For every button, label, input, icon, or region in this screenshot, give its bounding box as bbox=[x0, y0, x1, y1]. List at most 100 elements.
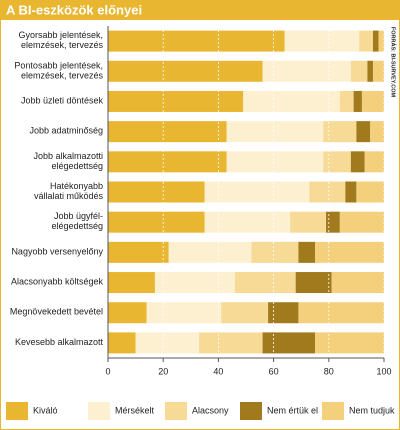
x-tick-label: 0 bbox=[105, 366, 110, 376]
bar-segment bbox=[295, 272, 332, 294]
y-tick-label: Jobb alkalmazotti elégedettség bbox=[33, 151, 103, 171]
bar-segment bbox=[108, 151, 227, 173]
bar-segment bbox=[315, 332, 384, 354]
label-line: Alacsonyabb költségek bbox=[11, 277, 104, 287]
y-tick-label: Kevesebb alkalmazott bbox=[15, 337, 104, 347]
bar-segment bbox=[350, 151, 365, 173]
x-tick-label: 100 bbox=[376, 366, 391, 376]
legend-swatch bbox=[6, 402, 28, 420]
label-line: Pontosabb jelentések, bbox=[14, 61, 103, 71]
label-line: Jobb alkalmazotti bbox=[33, 151, 103, 161]
bar-segment bbox=[378, 30, 384, 52]
legend-swatch bbox=[88, 402, 110, 420]
bar-segment bbox=[309, 181, 346, 203]
bar-segment bbox=[251, 241, 299, 263]
bar-segment bbox=[221, 302, 269, 324]
legend-swatch bbox=[240, 402, 262, 420]
bar-segment bbox=[262, 332, 315, 354]
y-tick-label: Hatékonyabb vállalati működés bbox=[34, 181, 104, 201]
legend-label: Kiváló bbox=[33, 405, 58, 415]
bar-segment bbox=[199, 332, 263, 354]
bar-segment bbox=[204, 211, 291, 233]
bar-segment bbox=[359, 30, 373, 52]
bar-segment bbox=[135, 332, 200, 354]
bar-segment bbox=[108, 332, 136, 354]
bar-segment bbox=[243, 90, 340, 112]
y-tick-label: Alacsonyabb költségek bbox=[11, 277, 104, 287]
bar-segment bbox=[168, 241, 252, 263]
label-line: elemzések, tervezés bbox=[21, 40, 104, 50]
bar-segment bbox=[146, 302, 222, 324]
label-line: elemzések, tervezés bbox=[21, 71, 104, 81]
bar-segment bbox=[108, 241, 169, 263]
x-tick-label: 60 bbox=[269, 366, 279, 376]
bar-segment bbox=[339, 211, 384, 233]
label-line: elégedettség bbox=[51, 222, 103, 232]
bar-segment bbox=[108, 181, 205, 203]
bar-segment bbox=[108, 60, 263, 82]
y-tick-label: Nagyobb versenyelőny bbox=[11, 247, 103, 257]
bar-segment bbox=[315, 241, 384, 263]
y-tick-label: Jobb adatminőség bbox=[29, 126, 103, 136]
bar-segment bbox=[290, 211, 327, 233]
bar-segment bbox=[345, 181, 357, 203]
legend-label: Nem értük el bbox=[267, 405, 318, 415]
bar-segment bbox=[331, 272, 384, 294]
bar-segment bbox=[298, 241, 315, 263]
bar-segment bbox=[154, 272, 235, 294]
label-line: Jobb ügyfél- bbox=[54, 212, 103, 222]
bar-segment bbox=[372, 60, 384, 82]
bar-segment bbox=[234, 272, 296, 294]
label-line: Nagyobb versenyelőny bbox=[11, 247, 103, 257]
bar-segment bbox=[268, 302, 299, 324]
bar-segment bbox=[356, 181, 384, 203]
bar-segment bbox=[367, 60, 373, 82]
legend-label: Nem tudjuk bbox=[349, 405, 395, 415]
y-tick-label: Jobb ügyfél-elégedettség bbox=[51, 212, 103, 232]
legend-label: Alacsony bbox=[192, 405, 229, 415]
bar-segment bbox=[262, 60, 351, 82]
bar-segment bbox=[108, 211, 205, 233]
bar-segment bbox=[323, 121, 357, 143]
bar-segment bbox=[108, 30, 285, 52]
bar-segment bbox=[370, 121, 384, 143]
bar-segment bbox=[204, 181, 310, 203]
chart-title: A BI-eszközök előnyei bbox=[6, 2, 142, 17]
bar-segment bbox=[350, 60, 368, 82]
bar-segment bbox=[108, 90, 244, 112]
source: FORRÁS: BI-SURVEY.COM bbox=[390, 27, 397, 98]
label-line: vállalati működés bbox=[34, 191, 104, 201]
bar-segment bbox=[226, 151, 324, 173]
bar-segment bbox=[372, 30, 379, 52]
bar-segment bbox=[339, 90, 354, 112]
bar-segment bbox=[356, 121, 371, 143]
y-tick-label: Gyorsabb jelentések, elemzések, tervezés bbox=[18, 30, 103, 50]
y-tick-label: Jobb üzleti döntések bbox=[21, 96, 104, 106]
label-line: Kevesebb alkalmazott bbox=[15, 337, 104, 347]
bar-segment bbox=[284, 30, 360, 52]
bar-segment bbox=[108, 302, 147, 324]
label-line: Megnövekedett bevétel bbox=[10, 307, 103, 317]
bar-segment bbox=[326, 211, 340, 233]
x-tick-label: 80 bbox=[324, 366, 334, 376]
label-line: Gyorsabb jelentések, bbox=[18, 30, 103, 40]
x-tick-label: 40 bbox=[213, 366, 223, 376]
bar-segment bbox=[364, 151, 384, 173]
legend-swatch bbox=[322, 402, 344, 420]
legend-label: Mérsékelt bbox=[115, 405, 155, 415]
bar-segment bbox=[226, 121, 324, 143]
bar-segment bbox=[361, 90, 384, 112]
bar-segment bbox=[108, 121, 227, 143]
bar-segment bbox=[108, 272, 155, 294]
bar-segment bbox=[323, 151, 351, 173]
label-line: Jobb adatminőség bbox=[29, 126, 103, 136]
y-tick-label: Pontosabb jelentések, elemzések, tervezés bbox=[14, 61, 103, 81]
title-bar bbox=[0, 0, 400, 20]
label-line: Jobb üzleti döntések bbox=[21, 96, 104, 106]
y-tick-label: Megnövekedett bevétel bbox=[10, 307, 103, 317]
bar-segment bbox=[353, 90, 362, 112]
label-line: elégedettség bbox=[51, 161, 103, 171]
x-tick-label: 20 bbox=[158, 366, 168, 376]
legend-swatch bbox=[165, 402, 187, 420]
